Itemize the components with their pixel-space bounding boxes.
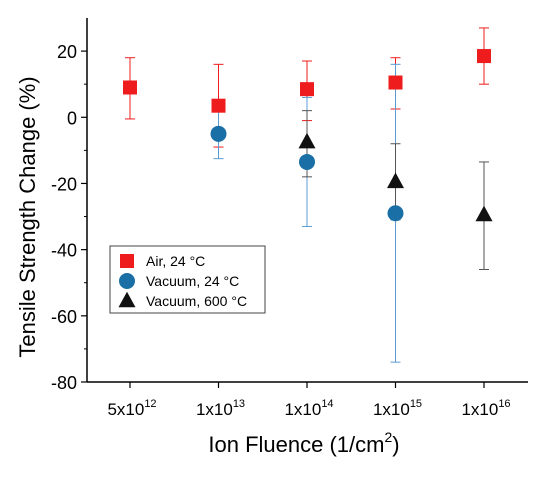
x-tick-label: 1x1016 (461, 398, 510, 419)
y-axis-label: Tensile Strength Change (%) (15, 76, 40, 357)
data-point-square (211, 98, 226, 113)
data-point-circle (210, 125, 227, 142)
y-tick-label: -40 (51, 241, 77, 261)
data-point-triangle (387, 172, 404, 189)
data-point-triangle (475, 205, 493, 222)
x-tick-label: 1x1013 (196, 398, 245, 419)
markers (123, 49, 493, 222)
data-point-square (300, 82, 314, 97)
data-point-circle (299, 153, 315, 170)
y-tick-label: -60 (51, 307, 77, 327)
y-tick-label: 0 (67, 108, 77, 128)
data-point-square (388, 75, 403, 90)
y-tick-label: -80 (51, 373, 77, 393)
legend-marker-square (120, 254, 134, 268)
x-tick-label: 1x1014 (284, 398, 333, 419)
data-point-square (123, 80, 137, 95)
data-point-square (477, 49, 491, 64)
x-axis-label: Ion Fluence (1/cm2) (208, 429, 399, 457)
legend-label: Air, 24 °C (146, 253, 205, 269)
legend-box (109, 245, 266, 314)
x-tick-label: 5x1012 (107, 398, 156, 419)
legend-label: Vacuum, 600 °C (146, 293, 247, 309)
legend-label: Vacuum, 24 °C (146, 273, 239, 289)
axes: 20 0 -20 -40 -60 -80 5x1012 1x1013 1x1014 1x1015 1… (51, 18, 528, 419)
data-point-circle (387, 205, 404, 222)
legend-marker-triangle (118, 291, 136, 308)
y-tick-label: -20 (51, 174, 77, 194)
legend: Air, 24 °C Vacuum, 24 °C Vacuum, 600 °C (109, 245, 266, 314)
y-tick-label: 20 (57, 42, 77, 62)
legend-marker-circle (119, 273, 135, 289)
x-tick-label: 1x1015 (373, 398, 422, 419)
data-point-triangle (298, 132, 316, 149)
